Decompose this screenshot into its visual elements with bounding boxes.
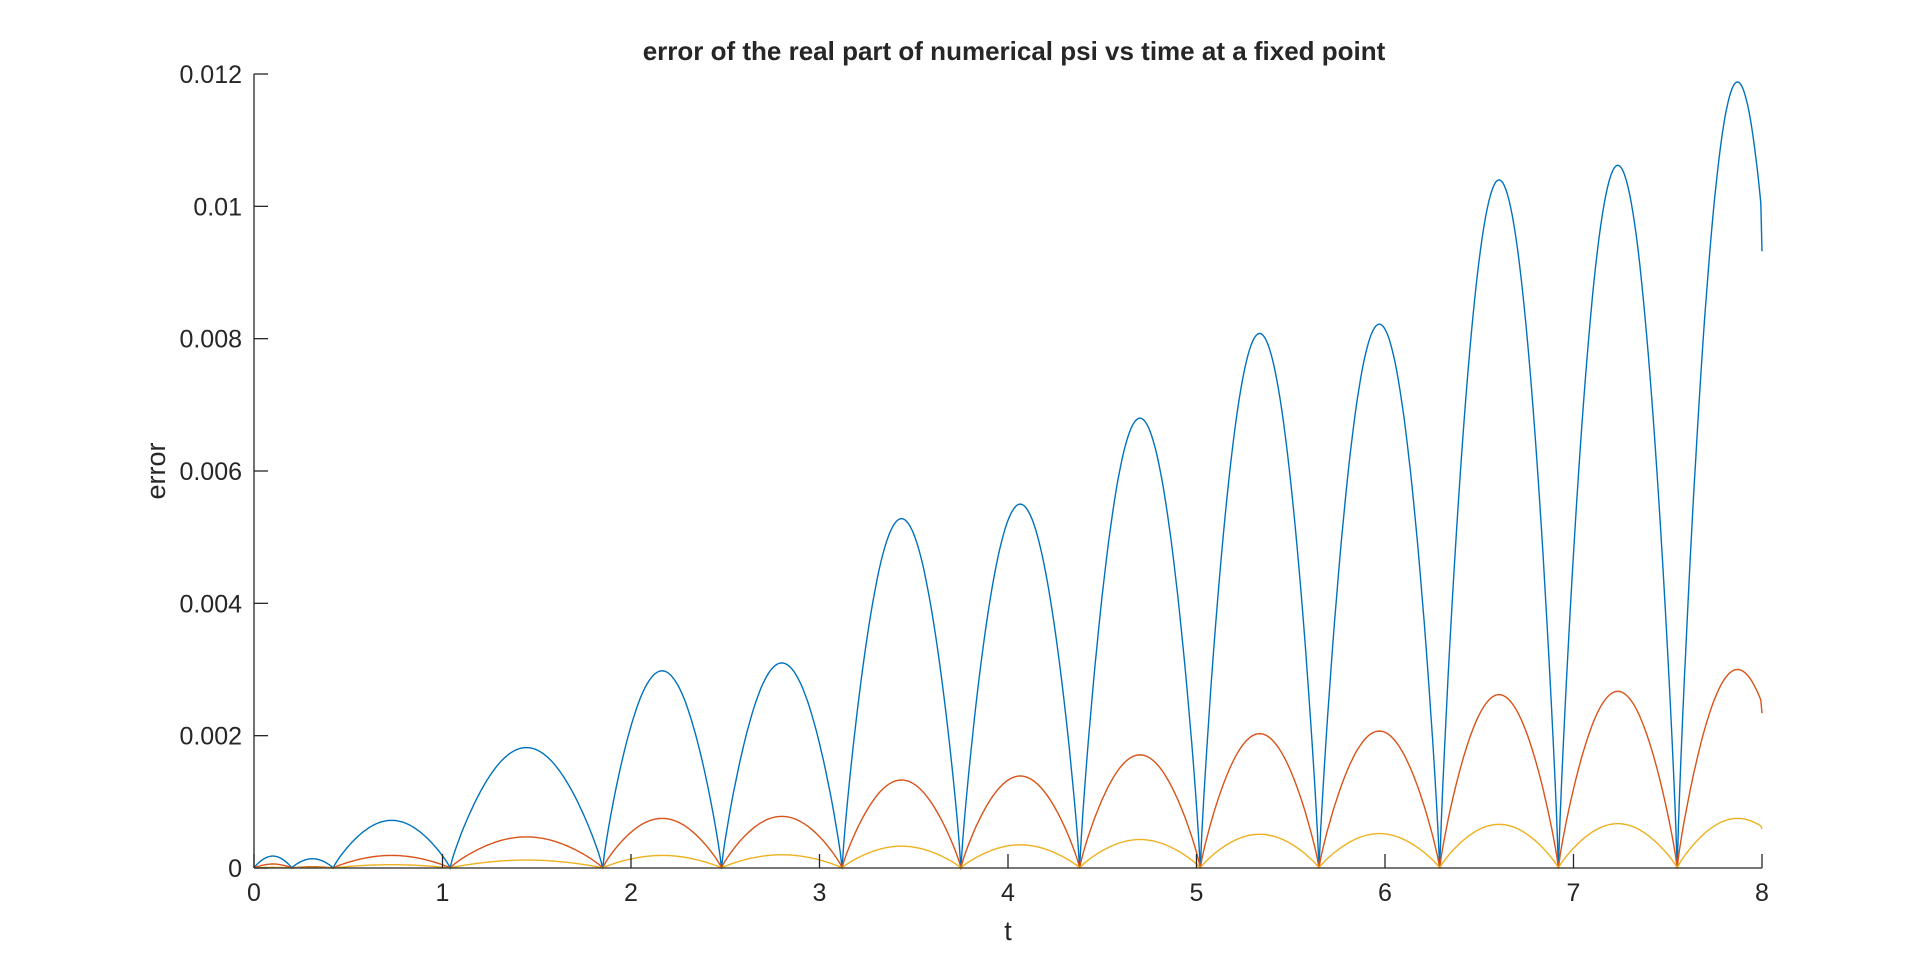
x-tick-label: 6 — [1378, 879, 1392, 907]
y-tick-label: 0.008 — [179, 326, 242, 354]
y-tick-label: 0.002 — [179, 723, 242, 751]
y-tick-label: 0.004 — [179, 590, 242, 618]
y-axis-label: error — [141, 442, 171, 499]
chart-title: error of the real part of numerical psi … — [643, 36, 1386, 66]
series-2-line — [253, 668, 1763, 871]
x-tick-label: 5 — [1190, 879, 1204, 907]
x-tick-label: 2 — [624, 879, 638, 907]
y-ticks: 0 0.002 0.004 0.006 0.008 0.01 0.012 — [179, 61, 268, 883]
x-tick-label: 4 — [1001, 879, 1015, 907]
y-tick-label: 0 — [228, 855, 242, 883]
x-ticks: 0 1 2 3 4 5 6 7 8 — [247, 854, 1769, 907]
series-group — [253, 81, 1763, 871]
x-tick-label: 7 — [1567, 879, 1581, 907]
y-tick-label: 0.006 — [179, 458, 242, 486]
x-tick-label: 3 — [813, 879, 827, 907]
y-tick-label: 0.01 — [193, 193, 242, 221]
axes — [253, 74, 1762, 869]
x-axis-label: t — [1004, 916, 1012, 946]
x-tick-label: 0 — [247, 879, 261, 907]
x-tick-label: 1 — [436, 879, 450, 907]
x-tick-label: 8 — [1755, 879, 1769, 907]
series-1-line — [253, 81, 1763, 871]
y-tick-label: 0.012 — [179, 61, 242, 89]
